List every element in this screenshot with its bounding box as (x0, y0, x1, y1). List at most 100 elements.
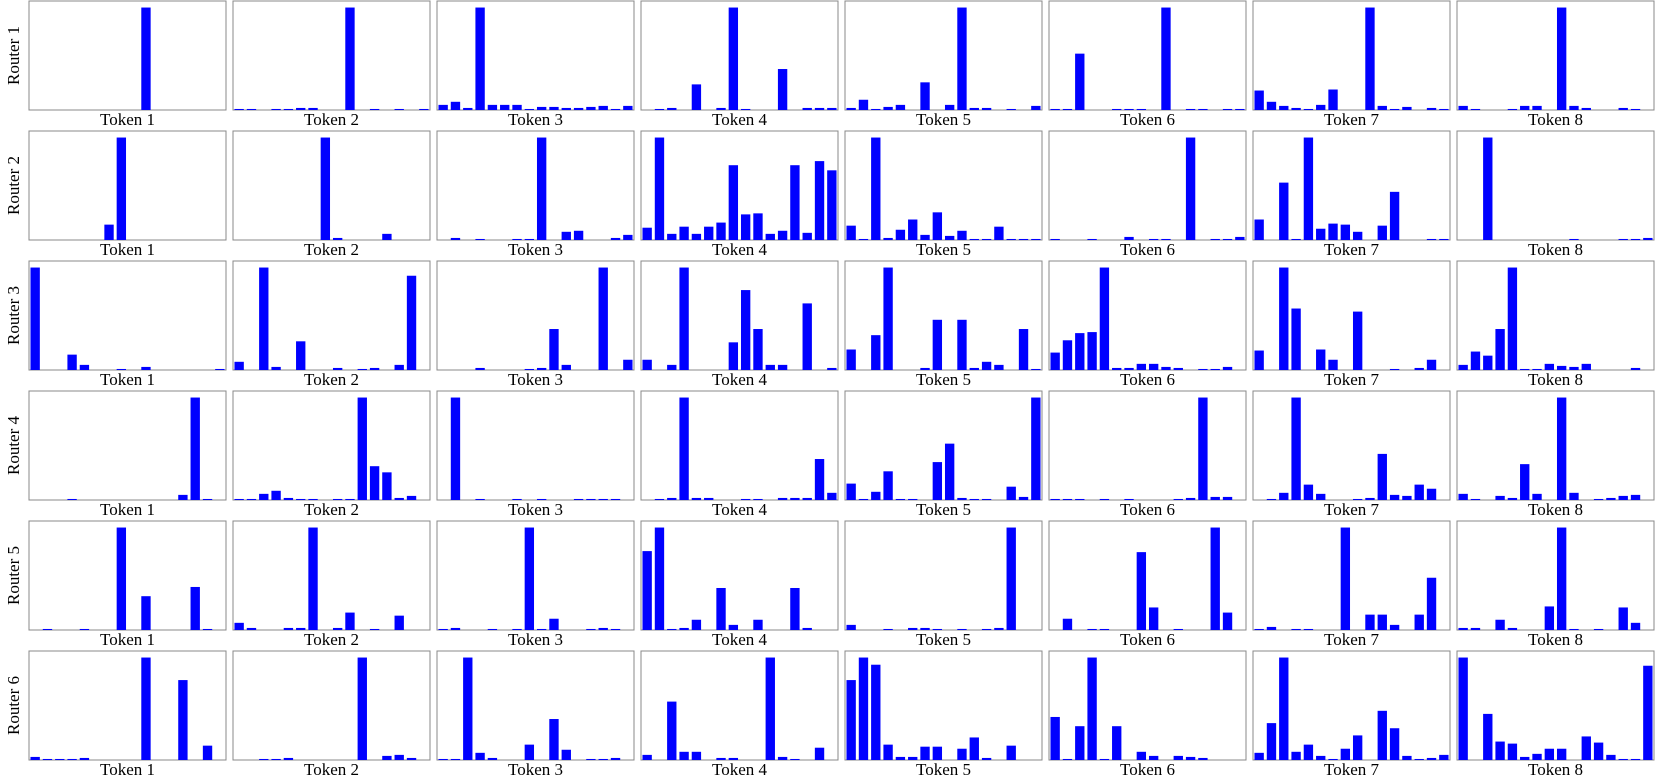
bar (259, 267, 269, 370)
bar (536, 628, 547, 630)
x-axis-label: Token 3 (508, 760, 563, 775)
bar (1643, 237, 1653, 240)
bar (679, 397, 689, 500)
panel: Token 8 (1456, 520, 1655, 649)
bar (1470, 627, 1481, 630)
panel-frame (640, 130, 839, 241)
bar (178, 494, 188, 500)
bar (1316, 228, 1326, 240)
bar (1254, 350, 1264, 370)
panel: Token 7 (1252, 130, 1451, 259)
bar (296, 341, 306, 370)
bar (623, 234, 633, 240)
bar (994, 364, 1004, 370)
bar (202, 745, 213, 760)
bar (67, 758, 77, 760)
bar (1328, 359, 1338, 370)
panel-frame (640, 0, 839, 111)
bar (895, 498, 906, 500)
panel-frame (232, 520, 431, 631)
x-axis-label: Token 6 (1120, 240, 1175, 259)
bar (883, 267, 893, 370)
bar (246, 108, 257, 110)
bar (1426, 238, 1437, 240)
bar (1222, 496, 1233, 500)
bar (1377, 225, 1387, 240)
bar (908, 219, 918, 240)
bar (190, 586, 200, 630)
bar (1018, 238, 1029, 240)
bar (524, 108, 535, 110)
bar (1377, 105, 1387, 110)
bar (475, 498, 485, 500)
bar (1328, 758, 1338, 760)
bar (512, 104, 522, 110)
bar (1099, 267, 1110, 370)
bar (259, 758, 269, 760)
bar (790, 587, 800, 630)
panel: Token 6 (1048, 650, 1247, 775)
bar (1006, 238, 1016, 240)
bar (1507, 497, 1518, 500)
bar (271, 758, 281, 760)
panel-frame (436, 0, 635, 111)
x-axis-label: Token 2 (304, 500, 359, 519)
bar (610, 628, 621, 630)
panel-frame (232, 650, 431, 761)
panel: Token 2 (232, 260, 431, 389)
bar (382, 233, 392, 240)
bar (1198, 108, 1208, 110)
panel: Token 6 (1048, 390, 1247, 519)
panel: Token 2 (232, 650, 431, 775)
bar (1532, 493, 1542, 500)
bar (765, 233, 775, 240)
panel: Token 5 (844, 260, 1043, 389)
bar (691, 84, 702, 110)
bar (679, 751, 689, 760)
bar (883, 471, 893, 500)
bar (667, 364, 677, 370)
bar (598, 267, 608, 370)
bar (610, 237, 621, 240)
panel: Token 8 (1456, 260, 1655, 389)
bar (691, 619, 702, 630)
bar (406, 757, 417, 760)
bar (561, 107, 571, 110)
bar (1569, 492, 1579, 500)
bar (871, 137, 881, 240)
bar (1544, 606, 1555, 630)
bar (716, 757, 726, 760)
panel: Token 7 (1252, 650, 1451, 775)
bar (500, 104, 510, 110)
bar (1316, 349, 1326, 370)
bar (642, 227, 652, 240)
panel-frame (28, 130, 227, 241)
bar (994, 627, 1004, 630)
bar (116, 527, 127, 630)
y-axis-label: Router 2 (4, 156, 23, 215)
bar (1198, 397, 1208, 500)
bar (1173, 628, 1183, 630)
bar (42, 758, 53, 760)
bar (1458, 657, 1468, 760)
bar (1569, 628, 1579, 630)
bar (932, 462, 943, 500)
bar (1581, 107, 1591, 110)
bar (957, 497, 967, 500)
bar (1222, 238, 1233, 240)
bar (1352, 231, 1363, 240)
bar (1222, 612, 1233, 630)
bar (1414, 614, 1424, 630)
bar (1254, 752, 1264, 760)
x-axis-label: Token 1 (100, 500, 155, 519)
bar (1254, 219, 1264, 240)
panel: Token 5 (844, 130, 1043, 259)
bar (1593, 742, 1604, 760)
bar (42, 628, 53, 630)
bar (777, 497, 788, 500)
panel-frame (1456, 260, 1655, 371)
bar (450, 397, 461, 500)
bar (883, 106, 893, 110)
bar (654, 527, 665, 630)
bar (536, 498, 547, 500)
